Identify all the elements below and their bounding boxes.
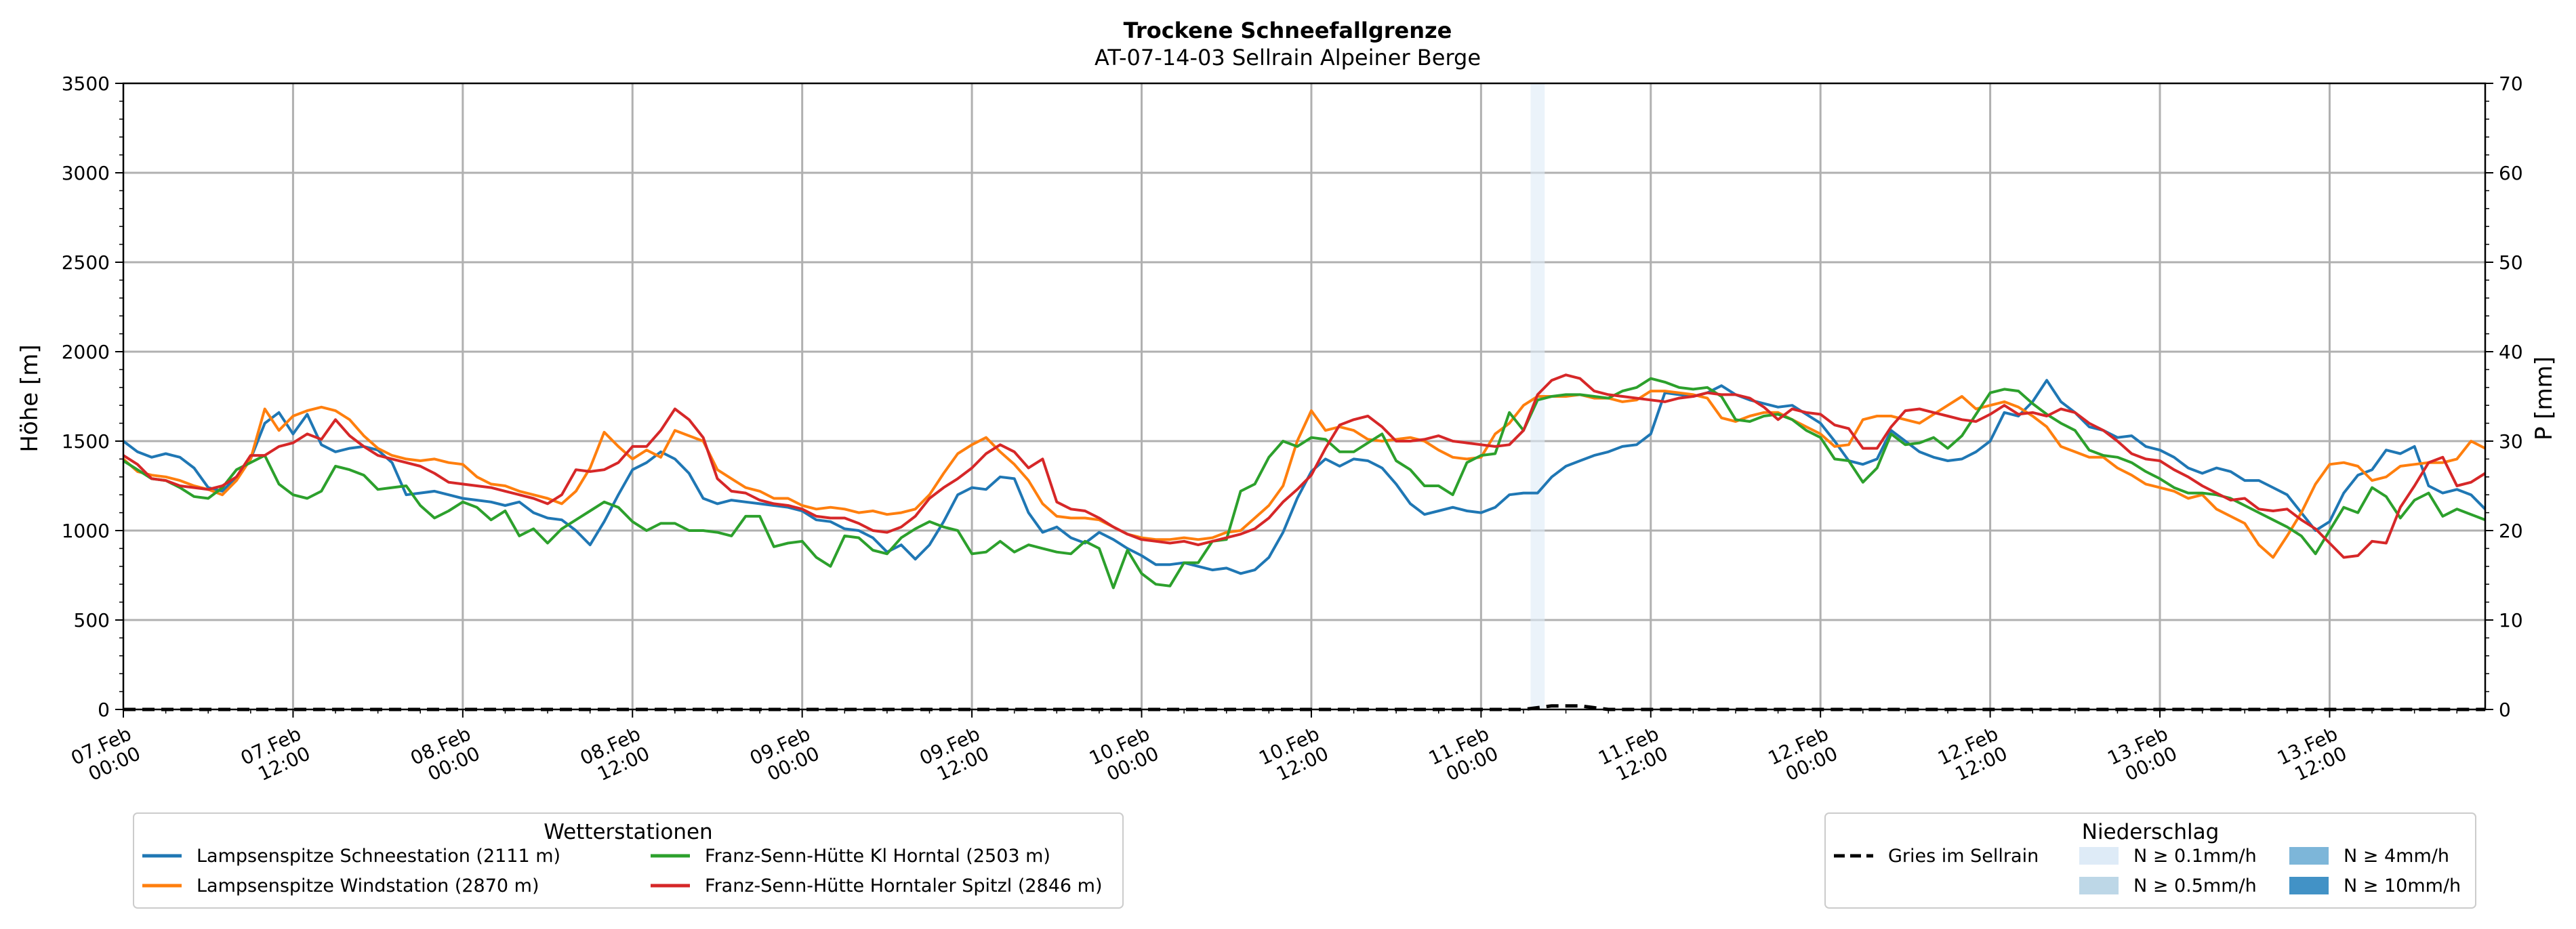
- y-right-tick-label: 0: [2499, 699, 2511, 721]
- legend-stations: Wetterstationen Lampsenspitze Schneestat…: [133, 812, 1124, 909]
- y-right-tick-label: 20: [2499, 520, 2523, 542]
- legend-label: N ≥ 10mm/h: [2344, 875, 2461, 896]
- legend-stations-frame: [133, 812, 1124, 909]
- y-right-tick-label: 70: [2499, 73, 2523, 95]
- legend-swatch: [2079, 847, 2119, 865]
- y-tick-label: 0: [98, 699, 110, 721]
- y-tick-label: 1000: [62, 520, 110, 542]
- legend-precip: Niederschlag Gries im Sellrain N ≥ 0.1mm/…: [1824, 812, 2476, 909]
- y-right-tick-label: 40: [2499, 341, 2523, 363]
- y-tick-label: 1500: [62, 430, 110, 453]
- legend-precip-title: Niederschlag: [2082, 820, 2220, 844]
- legend-label: N ≥ 0.1mm/h: [2133, 846, 2257, 867]
- y-tick-label: 2500: [62, 251, 110, 274]
- series-layer: [122, 373, 2487, 711]
- legend-swatch: [2289, 847, 2329, 865]
- y-right-tick-label: 30: [2499, 430, 2523, 453]
- y-axis-label: Höhe [m]: [16, 344, 43, 452]
- y-right-tick-label: 10: [2499, 609, 2523, 632]
- legend-label: Lampsenspitze Windstation (2870 m): [197, 875, 539, 896]
- y-tick-label: 500: [74, 609, 110, 632]
- y-tick-label: 2000: [62, 341, 110, 363]
- legend-label: Gries im Sellrain: [1888, 846, 2039, 867]
- y-tick-label: 3000: [62, 162, 110, 184]
- legend-label: N ≥ 4mm/h: [2344, 846, 2449, 867]
- y-tick-label: 3500: [62, 73, 110, 95]
- chart-subtitle: AT-07-14-03 Sellrain Alpeiner Berge: [1095, 45, 1481, 70]
- legend-label: Franz-Senn-Hütte Horntaler Spitzl (2846 …: [705, 875, 1103, 896]
- legend-label: Franz-Senn-Hütte Kl Horntal (2503 m): [705, 846, 1050, 867]
- legend-stations-title: Wetterstationen: [544, 820, 712, 844]
- series-line: [122, 379, 2487, 575]
- series-line: [122, 373, 2487, 559]
- y-axis-label-right: P [mm]: [2531, 356, 2558, 440]
- chart-title: Trockene Schneefallgrenze: [1124, 18, 1452, 43]
- grid: [123, 83, 2485, 709]
- series-line: [122, 377, 2486, 590]
- legend-swatch: [2289, 877, 2329, 894]
- y-right-tick-label: 60: [2499, 162, 2523, 184]
- legend-label: Lampsenspitze Schneestation (2111 m): [197, 846, 560, 867]
- plot-frame: [122, 82, 2487, 711]
- axes: 0 500 1000 1500 2000 2500 3000 3500 0 10 20 30 40 50 6…: [62, 73, 2523, 785]
- legend-label: N ≥ 0.5mm/h: [2133, 875, 2257, 896]
- legend-swatch: [2079, 877, 2119, 894]
- series-line: [122, 390, 2486, 559]
- y-right-tick-label: 50: [2499, 251, 2523, 274]
